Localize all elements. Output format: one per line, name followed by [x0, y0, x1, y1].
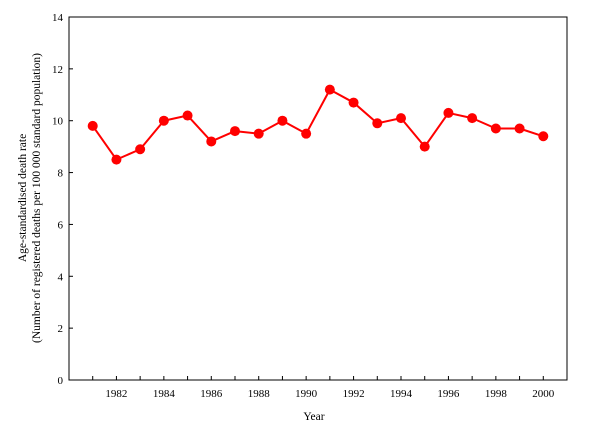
series-line — [91, 88, 544, 161]
x-tick-label: 1990 — [295, 388, 318, 400]
data-point — [372, 118, 383, 129]
data-point — [158, 115, 169, 126]
y-tick-label: 4 — [58, 271, 64, 283]
data-point — [182, 110, 193, 121]
data-point — [443, 107, 454, 118]
x-tick-label: 1982 — [105, 388, 127, 400]
data-point — [538, 131, 549, 142]
data-point — [135, 144, 146, 155]
data-point — [301, 128, 312, 139]
x-axis-title: Year — [303, 411, 324, 423]
data-point — [467, 113, 478, 124]
data-point — [206, 136, 217, 147]
x-tick-label: 1988 — [248, 388, 271, 400]
tick-labels: 0 2 4 6 8 10 12 14 1982 1984 1986 1988 1990 1992 1994 1… — [52, 12, 555, 400]
data-point — [277, 115, 288, 126]
y-axis-title: Age-standardised death rate (Number of r… — [17, 53, 43, 343]
data-point — [87, 120, 98, 131]
axes — [68, 16, 568, 381]
x-tick-label: 1992 — [343, 388, 365, 400]
data-point — [419, 141, 430, 152]
tick-marks — [68, 16, 568, 381]
x-tick-label: 1996 — [437, 388, 460, 400]
y-tick-label: 12 — [52, 64, 63, 76]
y-tick-label: 10 — [52, 116, 64, 128]
y-tick-label: 0 — [58, 375, 64, 387]
series-layer — [87, 84, 549, 165]
data-point — [348, 97, 359, 108]
plot-frame — [68, 16, 568, 381]
data-point — [253, 128, 264, 139]
x-tick-label: 1986 — [200, 388, 223, 400]
y-axis-title-line-1: Age-standardised death rate — [17, 134, 29, 262]
data-point — [111, 154, 122, 165]
data-point — [490, 123, 501, 134]
data-point — [230, 126, 240, 137]
data-point — [514, 123, 525, 134]
x-tick-label: 1994 — [390, 388, 413, 400]
x-tick-label: 1984 — [153, 388, 176, 400]
data-point — [396, 113, 406, 124]
y-axis-title-line-2: (Number of registered deaths per 100 000… — [31, 53, 43, 343]
y-tick-label: 6 — [58, 219, 64, 231]
data-point — [324, 84, 335, 95]
y-tick-label: 2 — [58, 323, 64, 335]
x-tick-label: 2000 — [532, 388, 555, 400]
y-tick-label: 14 — [52, 12, 64, 24]
y-tick-label: 8 — [58, 168, 64, 180]
x-tick-label: 1998 — [485, 388, 508, 400]
